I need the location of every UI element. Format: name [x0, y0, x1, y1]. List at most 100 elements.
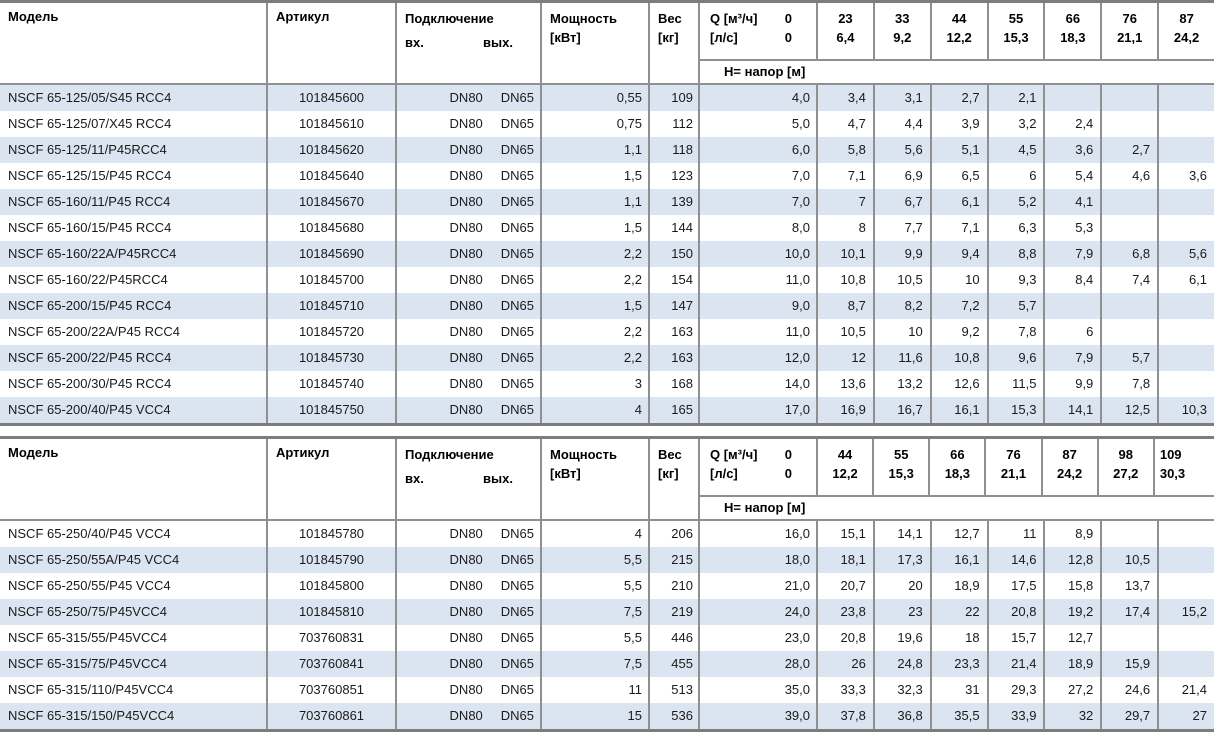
- col-header-weight: Вес [кг]: [650, 3, 700, 83]
- table-row: NSCF 65-200/40/P45 VCC4 101845750 DN80 DN65…: [0, 397, 1214, 423]
- cell-weight: 144: [650, 215, 700, 241]
- weight-label: Вес: [658, 11, 682, 26]
- cell-power: 1,5: [542, 215, 650, 241]
- cell-head-value: 8,4: [1045, 267, 1103, 293]
- cell-weight: 123: [650, 163, 700, 189]
- cell-power: 7,5: [542, 599, 650, 625]
- weight-label: Вес: [658, 447, 682, 462]
- cell-model: NSCF 65-200/40/P45 VCC4: [0, 397, 268, 423]
- flow-unit-m3h: Q [м³/ч]: [710, 447, 758, 462]
- cell-head-value: 7,9: [1045, 241, 1103, 267]
- cell-head-value: [1102, 189, 1160, 215]
- cell-weight: 150: [650, 241, 700, 267]
- cell-head-value: 35,5: [932, 703, 989, 729]
- cell-head-value: 27: [1192, 708, 1208, 723]
- cell-model: NSCF 65-160/22A/P45RCC4: [0, 241, 268, 267]
- cell-head-value: 20: [875, 573, 932, 599]
- cell-head-value: [1159, 215, 1214, 241]
- cell-weight: 206: [650, 521, 700, 547]
- cell-head-value: 16,1: [932, 397, 989, 423]
- cell-model: NSCF 65-200/22A/P45 RCC4: [0, 319, 268, 345]
- cell-head-q0: 16,0: [700, 521, 818, 547]
- cell-head-q0: 24,0: [700, 599, 818, 625]
- cell-head-value: 3,4: [818, 85, 875, 111]
- cell-weight: 215: [650, 547, 700, 573]
- cell-head-value: 7,8: [989, 319, 1046, 345]
- cell-head-value: 3,6: [1045, 137, 1103, 163]
- table-row: NSCF 65-125/07/X45 RCC4 101845610 DN80 DN65…: [0, 111, 1214, 137]
- cell-head-q0: 7,0: [700, 189, 818, 215]
- cell-head-q0: 9,0: [700, 293, 818, 319]
- cell-head-value: 20,7: [818, 573, 875, 599]
- cell-weight: 139: [650, 189, 700, 215]
- cell-head-value: 19,2: [1045, 599, 1103, 625]
- cell-article: 101845790: [268, 547, 397, 573]
- table-row: NSCF 65-315/110/P45VCC4 703760851 DN80 DN65…: [0, 677, 1214, 703]
- cell-weight: 165: [650, 397, 700, 423]
- cell-inlet: DN80: [449, 220, 483, 235]
- flow-column-header: 33 9,2: [875, 3, 932, 59]
- cell-head-value: 5,7: [989, 293, 1046, 319]
- cell-outlet: DN65: [500, 656, 534, 671]
- cell-head-value: 10,5: [818, 319, 875, 345]
- cell-head-value: 2,7: [932, 85, 989, 111]
- cell-article: 101845700: [268, 267, 397, 293]
- cell-power: 5,5: [542, 547, 650, 573]
- cell-inlet: DN80: [449, 350, 483, 365]
- cell-head-value: 10,5: [875, 267, 932, 293]
- flow-ls: 30,3: [1159, 466, 1186, 481]
- cell-head-value: 10,5: [1102, 547, 1160, 573]
- cell-power: 5,5: [542, 625, 650, 651]
- cell-weight: 446: [650, 625, 700, 651]
- cell-head-value: 7,4: [1102, 267, 1160, 293]
- cell-head-value: 5,3: [1045, 215, 1103, 241]
- cell-power: 2,2: [542, 241, 650, 267]
- cell-model: NSCF 65-125/15/P45 RCC4: [0, 163, 268, 189]
- cell-head-value: 11,5: [989, 371, 1046, 397]
- table-row: NSCF 65-200/22/P45 RCC4 101845730 DN80 DN65…: [0, 345, 1214, 371]
- cell-head-value: [1159, 371, 1214, 397]
- cell-head-value: 7,1: [932, 215, 989, 241]
- cell-head-value: 10,3: [1181, 402, 1208, 417]
- cell-model: NSCF 65-160/22/P45RCC4: [0, 267, 268, 293]
- cell-head-value: 5,4: [1045, 163, 1103, 189]
- cell-weight: 163: [650, 319, 700, 345]
- cell-head-value: 15,3: [989, 397, 1046, 423]
- cell-head-value: 8,9: [1045, 521, 1103, 547]
- cell-head-value: [1159, 521, 1214, 547]
- cell-head-value: 12: [818, 345, 875, 371]
- cell-outlet: DN65: [500, 376, 534, 391]
- cell-article: 703760861: [268, 703, 397, 729]
- cell-head-value: 11: [989, 521, 1046, 547]
- cell-outlet: DN65: [500, 402, 534, 417]
- cell-head-value: [1102, 293, 1160, 319]
- cell-head-value: 7,2: [932, 293, 989, 319]
- head-row-label: Н= напор [м]: [700, 495, 1214, 519]
- inlet-label: вх.: [405, 35, 424, 50]
- flow-column-header: 76 21,1: [986, 439, 1043, 495]
- cell-article: 101845740: [268, 371, 397, 397]
- cell-head-value: 20,8: [989, 599, 1046, 625]
- weight-unit: [кг]: [658, 466, 679, 481]
- cell-inlet: DN80: [449, 324, 483, 339]
- cell-head-value: 5,8: [818, 137, 875, 163]
- cell-head-value: 8,8: [989, 241, 1046, 267]
- cell-head-value: 32,3: [875, 677, 932, 703]
- cell-power: 1,5: [542, 163, 650, 189]
- cell-weight: 118: [650, 137, 700, 163]
- cell-head-value: 18,9: [1045, 651, 1103, 677]
- cell-head-value: 18,9: [932, 573, 989, 599]
- power-unit: [кВт]: [550, 30, 581, 45]
- cell-head-value: 3,6: [1188, 168, 1208, 183]
- cell-head-q0: 8,0: [700, 215, 818, 241]
- power-label: Мощность: [550, 447, 617, 462]
- cell-head-value: [1159, 111, 1214, 137]
- cell-head-value: 6,1: [1188, 272, 1208, 287]
- flow-m3h: 44: [837, 447, 853, 462]
- cell-model: NSCF 65-315/110/P45VCC4: [0, 677, 268, 703]
- cell-model: NSCF 65-250/40/P45 VCC4: [0, 521, 268, 547]
- flow-zero-header: Q [м³/ч] 0 [л/с] 0: [700, 3, 818, 59]
- cell-head-value: 9,4: [932, 241, 989, 267]
- power-label: Мощность: [550, 11, 617, 26]
- cell-head-value: 2,4: [1045, 111, 1103, 137]
